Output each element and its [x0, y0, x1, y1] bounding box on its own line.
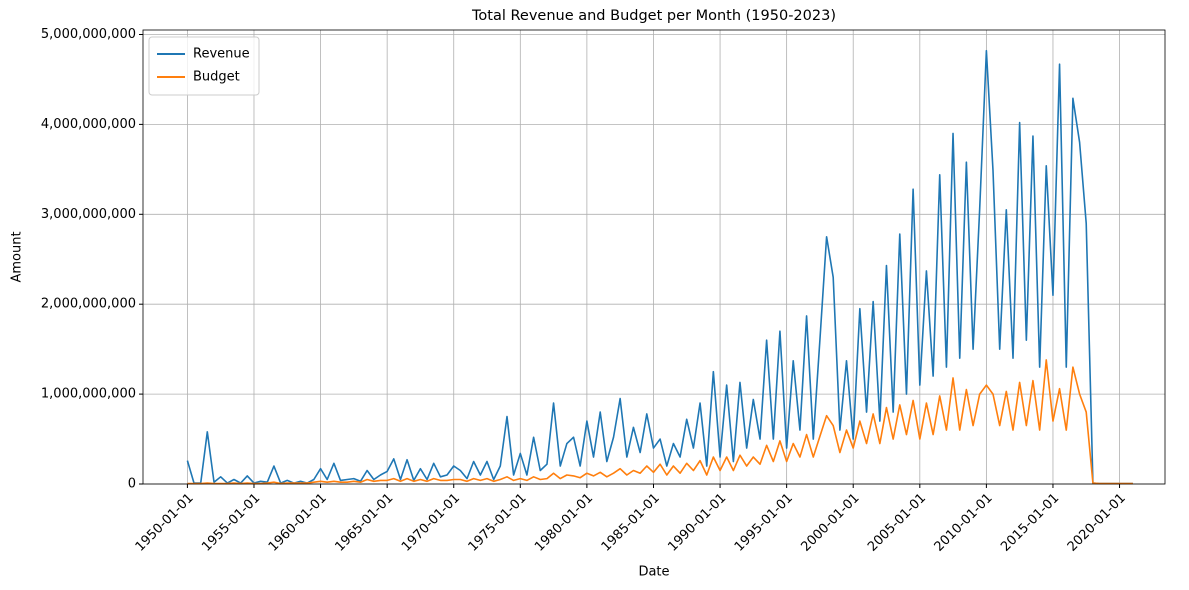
y-tick-label: 3,000,000,000: [41, 207, 136, 222]
y-tick-label: 1,000,000,000: [41, 387, 136, 402]
y-tick-label: 5,000,000,000: [41, 27, 136, 42]
x-axis-label: Date: [638, 565, 669, 580]
series-line: [186, 49, 1133, 485]
chart-title: Total Revenue and Budget per Month (1950…: [471, 8, 836, 24]
legend-label: Revenue: [193, 47, 250, 62]
y-tick-label: 0: [128, 477, 136, 492]
y-tick-label: 2,000,000,000: [41, 297, 136, 312]
series-line: [187, 359, 1133, 485]
legend-label: Budget: [193, 70, 240, 85]
legend: Revenue Budget: [148, 36, 260, 96]
legend-box: [148, 36, 260, 96]
y-axis-label: Amount: [10, 231, 25, 282]
y-tick-label: 4,000,000,000: [41, 117, 136, 132]
plot-frame: [142, 29, 1166, 485]
